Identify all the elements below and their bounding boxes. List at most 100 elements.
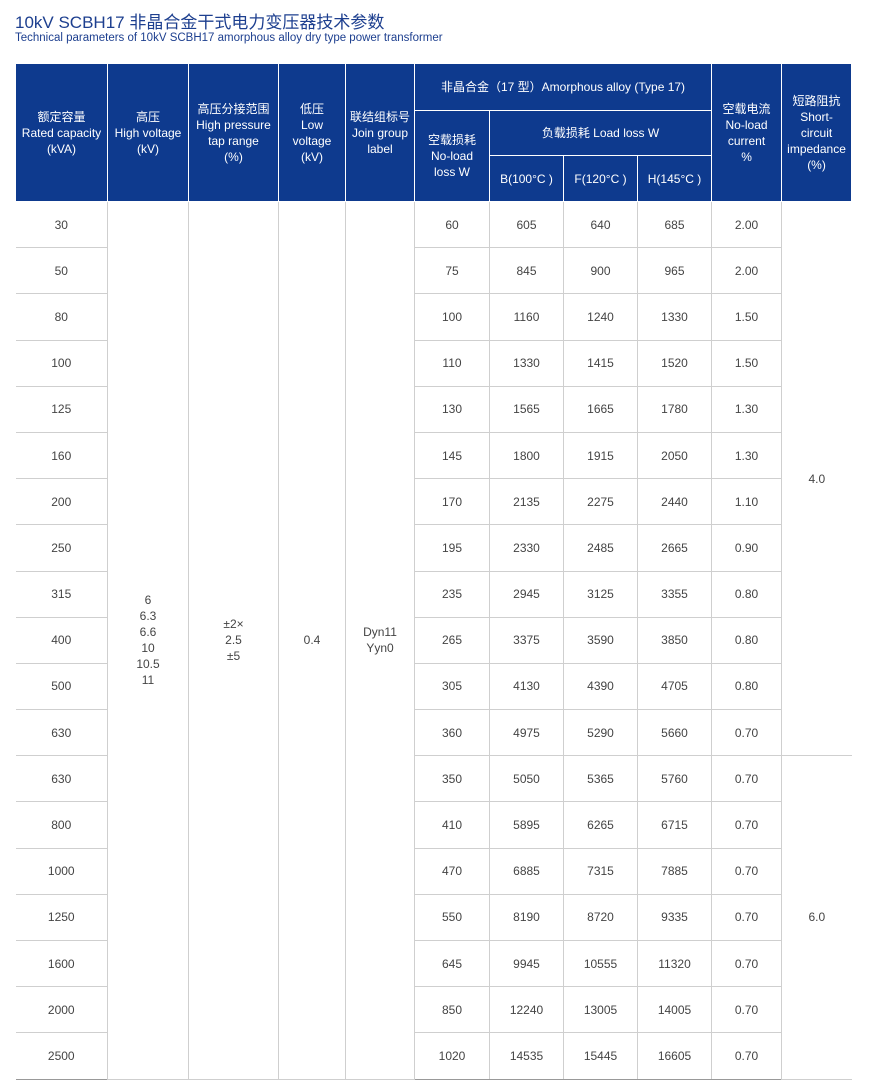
cell-load-loss-b: 14535 [489,1032,564,1080]
cell-rated-capacity: 1600 [15,939,108,988]
cell-load-loss-f: 640 [563,200,638,249]
header-rated-capacity: 额定容量 Rated capacity (kVA) [15,63,108,202]
cell-no-load-loss: 75 [414,247,490,295]
cell-load-loss-h: 2440 [636,478,713,526]
cell-load-loss-h: 4705 [636,662,713,711]
table-row: 1000 470 6885 7315 7885 0.70 [15,847,852,895]
cell-no-load-loss: 235 [414,570,490,618]
cell-rated-capacity: 630 [15,709,108,757]
cell-no-load-current: 0.70 [711,755,783,803]
cell-load-loss-b: 1565 [489,385,564,433]
cell-load-loss-f: 1415 [563,339,638,387]
cell-no-load-current: 0.80 [711,570,783,618]
cell-no-load-loss: 305 [414,662,490,711]
table-row: 630 360 4975 5290 5660 0.70 [15,709,852,757]
cell-load-loss-h: 1330 [636,293,713,341]
cell-load-loss-b: 2945 [489,570,564,618]
header-join-group: 联结组标号 Join group label [345,63,415,202]
cell-rated-capacity: 80 [15,293,108,341]
cell-load-loss-f: 900 [563,247,638,295]
cell-no-load-current: 1.30 [711,431,783,480]
header-low-voltage: 低压 Low voltage (kV) [278,63,346,202]
cell-load-loss-b: 2135 [489,478,564,526]
cell-no-load-current: 2.00 [711,247,783,295]
table-row: 400 265 3375 3590 3850 0.80 [15,616,852,664]
cell-rated-capacity: 2500 [15,1032,108,1080]
cell-load-loss-b: 4130 [489,662,564,711]
cell-join-group: Dyn11 Yyn0 [345,201,415,1080]
cell-load-loss-h: 1520 [636,339,713,387]
cell-load-loss-f: 3125 [563,570,638,618]
cell-load-loss-b: 1330 [489,339,564,387]
header-no-load-loss: 空载损耗 No-load loss W [414,110,490,202]
cell-impedance: 4.0 [781,200,852,757]
cell-no-load-loss: 110 [414,339,490,387]
header-load-loss-b: B(100°C ) [489,155,564,202]
cell-no-load-current: 2.00 [711,200,783,249]
table-row: 500 305 4130 4390 4705 0.80 [15,662,852,711]
header-no-load-current: 空载电流 No-load current % [711,63,783,202]
table-row: 315 235 2945 3125 3355 0.80 [15,570,852,618]
cell-load-loss-f: 15445 [563,1032,638,1080]
cell-load-loss-b: 6885 [489,847,564,895]
cell-load-loss-b: 605 [489,200,564,249]
cell-load-loss-f: 2275 [563,478,638,526]
cell-high-voltage: 6 6.3 6.6 10 10.5 11 [107,201,189,1080]
cell-load-loss-h: 11320 [636,939,713,988]
table-row: 100 110 1330 1415 1520 1.50 [15,339,852,387]
header-load-loss-h: H(145°C ) [636,155,713,202]
header-amorphous: 非晶合金（17 型）Amorphous alloy (Type 17) [413,63,713,111]
cell-rated-capacity: 125 [15,385,108,433]
cell-load-loss-f: 10555 [563,939,638,988]
cell-no-load-loss: 550 [414,893,490,942]
cell-tap-range: ±2× 2.5 ±5 [188,201,279,1080]
cell-load-loss-b: 12240 [489,986,564,1034]
cell-no-load-current: 0.70 [711,939,783,988]
cell-no-load-loss: 360 [414,709,490,757]
cell-no-load-current: 0.90 [711,524,783,572]
cell-load-loss-f: 1240 [563,293,638,341]
cell-rated-capacity: 400 [15,616,108,664]
cell-no-load-loss: 350 [414,755,490,803]
header-high-voltage: 高压 High voltage (kV) [107,63,189,202]
cell-load-loss-b: 5050 [489,755,564,803]
cell-load-loss-h: 965 [636,247,713,295]
cell-no-load-loss: 170 [414,478,490,526]
cell-rated-capacity: 30 [15,200,108,249]
cell-rated-capacity: 100 [15,339,108,387]
cell-rated-capacity: 630 [15,755,108,803]
cell-load-loss-f: 7315 [563,847,638,895]
cell-load-loss-h: 2665 [636,524,713,572]
header-tap-range: 高压分接范围 High pressure tap range (%) [188,63,279,202]
parameters-table: 额定容量 Rated capacity (kVA) 高压 High voltag… [15,63,853,1080]
cell-load-loss-b: 845 [489,247,564,295]
cell-no-load-current: 0.70 [711,847,783,895]
cell-no-load-current: 0.70 [711,893,783,942]
cell-no-load-loss: 265 [414,616,490,664]
header-impedance: 短路阻抗 Short- circuit impedance (%) [781,63,853,202]
cell-load-loss-f: 5290 [563,709,638,757]
cell-no-load-loss: 195 [414,524,490,572]
cell-load-loss-b: 3375 [489,616,564,664]
cell-no-load-loss: 850 [414,986,490,1034]
cell-no-load-loss: 645 [414,939,490,988]
cell-load-loss-b: 1800 [489,431,564,480]
cell-rated-capacity: 500 [15,662,108,711]
page-subtitle: Technical parameters of 10kV SCBH17 amor… [15,32,443,44]
cell-load-loss-h: 3355 [636,570,713,618]
cell-load-loss-f: 13005 [563,986,638,1034]
cell-no-load-loss: 130 [414,385,490,433]
cell-load-loss-h: 685 [636,200,713,249]
cell-no-load-current: 1.50 [711,339,783,387]
cell-load-loss-f: 3590 [563,616,638,664]
cell-no-load-loss: 60 [414,200,490,249]
cell-load-loss-f: 8720 [563,893,638,942]
cell-rated-capacity: 2000 [15,986,108,1034]
cell-load-loss-b: 1160 [489,293,564,341]
cell-load-loss-h: 14005 [636,986,713,1034]
page-title: 10kV SCBH17 非晶合金干式电力变压器技术参数 [15,13,385,32]
cell-no-load-loss: 100 [414,293,490,341]
cell-rated-capacity: 200 [15,478,108,526]
cell-no-load-current: 0.70 [711,709,783,757]
cell-load-loss-b: 2330 [489,524,564,572]
